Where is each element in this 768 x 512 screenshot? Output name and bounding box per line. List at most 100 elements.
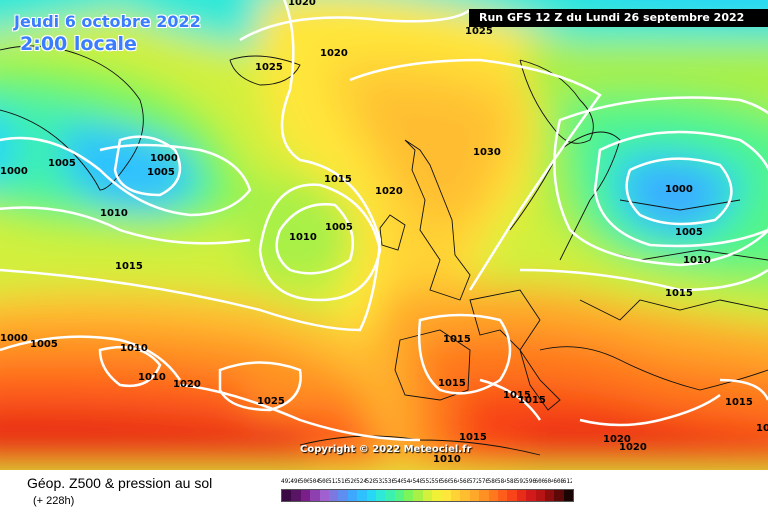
isobar-label: 1000: [0, 333, 28, 344]
legend-label: 584: [496, 478, 507, 485]
legend-swatch: [413, 490, 423, 501]
isobar-label: 1020: [603, 434, 631, 445]
legend-swatch: [432, 490, 442, 501]
legend-label: 592: [515, 478, 526, 485]
legend-swatch: [357, 490, 367, 501]
legend-label: 604: [543, 478, 554, 485]
isobar-label: 1015: [443, 334, 471, 345]
legend-label: 492: [281, 478, 291, 485]
isobars: [0, 0, 768, 440]
isobar-label: 1010: [100, 208, 128, 219]
legend-swatch: [282, 490, 292, 501]
legend-label: 572: [468, 478, 479, 485]
legend-label: 540: [393, 478, 404, 485]
legend-label: 552: [421, 478, 432, 485]
legend-swatch: [507, 490, 517, 501]
legend-swatch: [451, 490, 461, 501]
legend-swatch: [310, 490, 320, 501]
legend-swatch: [300, 490, 311, 501]
isobar-label: 1015: [518, 395, 546, 406]
isobar-label: 1015: [503, 390, 531, 401]
legend-label: 544: [403, 478, 413, 485]
legend-swatch: [347, 490, 358, 501]
legend-label: 536: [384, 478, 394, 485]
isobar-labels: 1020 1020 1025 1025 1000 1005 1000 1005 …: [0, 0, 768, 465]
isobar-label: 1000: [0, 166, 28, 177]
isobar-label: 1000: [665, 184, 693, 195]
legend-label: 500: [299, 478, 310, 485]
local-time: 2:00 locale: [20, 33, 137, 55]
isobar-label: 1015: [115, 261, 143, 272]
isobar-label: 1020: [375, 186, 403, 197]
legend-label: 516: [337, 478, 347, 485]
isobar-label: 1010: [433, 454, 461, 465]
legend-swatch: [328, 490, 339, 501]
isobar-label: 1010: [120, 343, 148, 354]
isobar-label: 1015: [665, 288, 693, 299]
footer: Géop. Z500 & pression au sol (+ 228h) 49…: [0, 470, 768, 512]
isobar-label: 1010: [138, 372, 166, 383]
isobar-label: 1025: [465, 26, 493, 37]
legend-label: 496: [290, 478, 300, 485]
isobar-label: 1025: [255, 62, 283, 73]
legend-swatch: [526, 490, 536, 501]
legend-swatch: [404, 490, 414, 501]
legend-label: 612: [562, 478, 573, 485]
legend-label: 564: [450, 478, 460, 485]
isobar-label: 1005: [48, 158, 76, 169]
isobar-label: 1015: [725, 397, 753, 408]
isobar-label: 1020: [320, 48, 348, 59]
legend-swatches: [281, 489, 575, 502]
legend-label: 520: [346, 478, 357, 485]
legend-swatch: [563, 490, 574, 501]
isobar-label: 1025: [257, 396, 285, 407]
legend-label: 508: [318, 478, 328, 485]
legend-swatch: [385, 490, 395, 501]
legend-label: 568: [459, 478, 469, 485]
legend-labels: 492 496 500 504 508 512 516 520 524 528 532 536 540 5…: [281, 478, 574, 489]
isobar-label: 1005: [30, 339, 58, 350]
legend-swatch: [469, 490, 480, 501]
isobar-label: 1005: [675, 227, 703, 238]
weather-map: 1020 1020 1025 1025 1000 1005 1000 1005 …: [0, 0, 768, 470]
legend-swatch: [497, 490, 508, 501]
legend-swatch: [460, 490, 470, 501]
map-title: Géop. Z500 & pression au sol: [27, 475, 213, 491]
isobar-label: 1010: [683, 255, 711, 266]
legend-swatch: [291, 490, 301, 501]
isobar-label: 1005: [325, 222, 353, 233]
legend-label: 512: [327, 478, 338, 485]
legend-label: 596: [525, 478, 535, 485]
legend-label: 528: [365, 478, 375, 485]
legend-swatch: [394, 490, 405, 501]
legend-swatch: [488, 490, 498, 501]
legend-label: 524: [356, 478, 366, 485]
run-info: Run GFS 12 Z du Lundi 26 septembre 2022: [469, 9, 768, 27]
isobar-label: 1015: [756, 423, 768, 434]
legend-label: 600: [534, 478, 544, 485]
isobar-label: 1000: [150, 153, 178, 164]
legend-label: 504: [309, 478, 319, 485]
legend-label: 608: [553, 478, 563, 485]
legend-swatch: [479, 490, 489, 501]
legend-swatch: [554, 490, 564, 501]
legend-swatch: [375, 490, 386, 501]
isobar-label: 1015: [438, 378, 466, 389]
color-legend: 492 496 500 504 508 512 516 520 524 528 532 536 540 5…: [281, 478, 575, 502]
legend-swatch: [516, 490, 527, 501]
isobar-label: 1020: [173, 379, 201, 390]
isobar-label: 1015: [324, 174, 352, 185]
legend-label: 576: [478, 478, 488, 485]
legend-label: 580: [487, 478, 497, 485]
legend-swatch: [319, 490, 329, 501]
legend-label: 560: [440, 478, 451, 485]
isobar-label: 1020: [288, 0, 316, 8]
legend-swatch: [441, 490, 452, 501]
legend-swatch: [535, 490, 545, 501]
forecast-date: Jeudi 6 octobre 2022: [14, 12, 201, 31]
isobar-label: 1020: [619, 442, 647, 453]
isobar-label: 1030: [473, 147, 501, 158]
isobar-label: 1010: [289, 232, 317, 243]
isobar-label: 1005: [147, 167, 175, 178]
legend-label: 532: [374, 478, 385, 485]
